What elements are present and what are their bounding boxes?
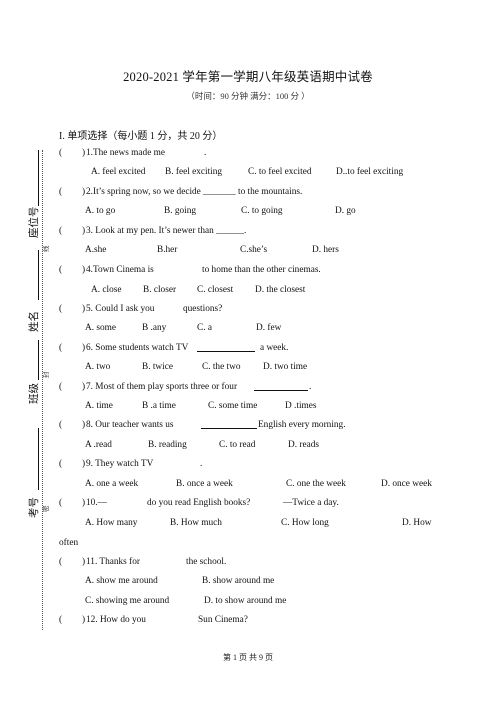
q3-option-c: C.she’s [240, 245, 268, 255]
q4-option-c: C. closest [197, 285, 234, 295]
q7-blank [254, 382, 308, 391]
q8-option-b: B. reading [148, 440, 187, 450]
q8-option-c: C. to read [219, 440, 256, 450]
q10-option-c: C. How long [281, 518, 329, 528]
q7-option-a: A. time [85, 401, 113, 411]
q6-option-a: A. two [85, 362, 111, 372]
q2-option-a: A. to go [85, 206, 116, 216]
q5-option-c: C. a [197, 323, 212, 333]
q9-option-c: C. one the week [286, 479, 346, 489]
class-field-line [38, 340, 39, 380]
q11-option-b: B. show around me [202, 576, 275, 586]
q7-option-d: D .times [285, 401, 317, 411]
q8-option-d: D. reads [288, 440, 319, 450]
exam-no-field-line [38, 428, 39, 490]
q4-option-b: B. closer [143, 285, 177, 295]
q7-option-b: B .a time [142, 401, 176, 411]
q7-option-c: C. some time [208, 401, 258, 411]
margin-label-seat: 座位号 [29, 206, 40, 239]
q9-option-d: D. once week [381, 479, 432, 489]
q11-option-a: A. show me around [85, 576, 158, 586]
q5-option-d: D. few [256, 323, 282, 333]
q2-option-c: C. to going [241, 206, 283, 216]
q11-option-d: D. to show around me [204, 596, 287, 606]
margin-label-name: 姓名 [29, 311, 40, 332]
q8-option-a: A .read [85, 440, 112, 450]
q4-option-a: A. close [91, 285, 122, 295]
exam-title: 2020-2021 学年第一学期八年级英语期中试卷 [123, 70, 373, 84]
q2-option-d: D. go [335, 206, 356, 216]
margin-label-class: 班级 [29, 383, 40, 404]
q5-option-b: B .any [142, 323, 167, 333]
cut-mark-secret: 密 [43, 505, 50, 513]
seat-field-line [38, 150, 39, 206]
q2-option-b: B. going [164, 206, 197, 216]
q3-option-b: B.her [157, 245, 178, 255]
q11-option-c: C. showing me around [85, 596, 170, 606]
q1-option-d: D..to feel exciting [336, 167, 404, 177]
cut-mark-seal: 封 [43, 371, 50, 379]
q6-blank [197, 343, 255, 352]
q10-option-b: B. How much [170, 518, 222, 528]
q1-option-b: B. feel exciting [165, 167, 223, 177]
q9-option-b: B. once a week [176, 479, 233, 489]
q3-option-d: D. hers [312, 245, 339, 255]
section-title: I. 单项选择（每小题 1 分，共 20 分） [59, 131, 223, 142]
name-field-line [38, 250, 39, 300]
q5-option-a: A. some [85, 323, 116, 333]
q10-option-d: D. How [402, 518, 432, 528]
binding-line [42, 150, 43, 630]
q3-option-a: A.she [85, 245, 107, 255]
page-number: 第 1 页 共 9 页 [223, 653, 273, 662]
q10-option-a: A. How many [85, 518, 138, 528]
q6-option-d: D. two time [263, 362, 308, 372]
q4-option-d: D. the closest [255, 285, 306, 295]
margin-label-exam-no: 考号 [29, 497, 40, 518]
q10-option-d-wrap: often [59, 538, 79, 548]
q1-option-c: C. to feel excited [248, 167, 312, 177]
cut-mark-line: 线 [43, 245, 50, 253]
q9-option-a: A. one a week [85, 479, 139, 489]
q8-blank [201, 420, 257, 429]
q1-option-a: A. feel excited [91, 167, 146, 177]
q6-option-b: B. twice [142, 362, 173, 372]
exam-subtitle: （时间：90 分钟 满分：100 分 ） [186, 91, 310, 101]
q6-option-c: C. the two [202, 362, 241, 372]
